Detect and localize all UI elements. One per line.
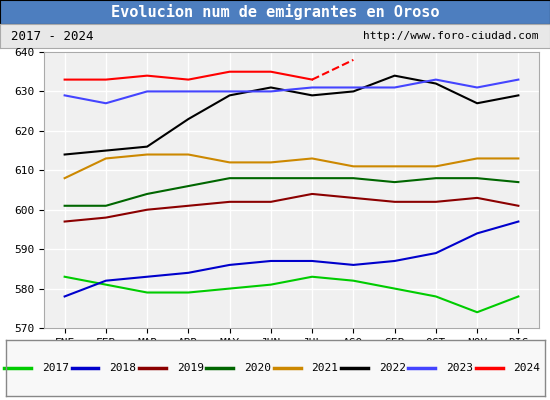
Text: 2018: 2018 [109,363,136,373]
Text: 2017 - 2024: 2017 - 2024 [11,30,94,42]
Text: 2024: 2024 [514,363,541,373]
Text: Evolucion num de emigrantes en Oroso: Evolucion num de emigrantes en Oroso [111,4,439,20]
Text: 2023: 2023 [446,363,473,373]
Text: 2017: 2017 [42,363,69,373]
Text: 2019: 2019 [177,363,204,373]
Text: 2021: 2021 [311,363,338,373]
Text: http://www.foro-ciudad.com: http://www.foro-ciudad.com [364,31,539,41]
Text: 2020: 2020 [244,363,271,373]
Text: 2022: 2022 [379,363,406,373]
